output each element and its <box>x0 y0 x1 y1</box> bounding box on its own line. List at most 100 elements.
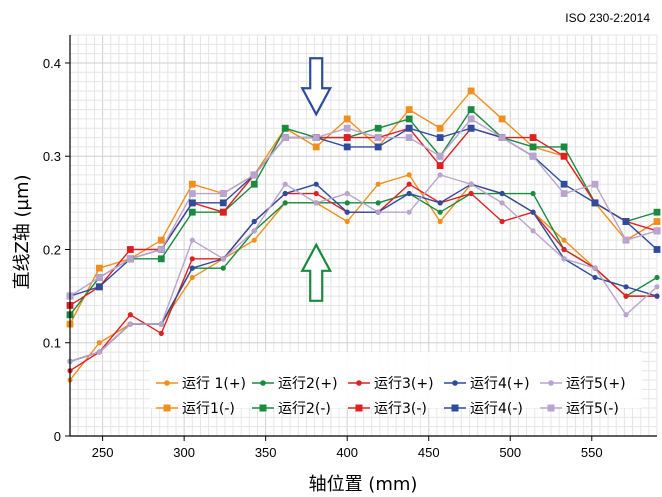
series-markers <box>66 87 661 383</box>
data-point <box>654 284 660 290</box>
data-point <box>157 255 165 263</box>
data-point <box>220 256 226 262</box>
data-point <box>653 218 661 225</box>
data-point <box>343 143 351 151</box>
x-tick-label: 450 <box>418 445 440 460</box>
data-point <box>374 124 382 132</box>
data-point <box>529 143 537 151</box>
data-point <box>157 246 165 253</box>
legend-marker <box>547 404 555 412</box>
data-point <box>219 190 227 197</box>
legend-marker <box>355 404 363 412</box>
data-point <box>406 181 412 187</box>
data-point <box>95 274 103 281</box>
data-point <box>529 134 537 141</box>
y-axis-title: 直线Z轴 (µm) <box>12 174 33 289</box>
legend-label: 运行5(-) <box>566 401 619 417</box>
data-point <box>653 246 661 253</box>
data-point <box>623 284 629 290</box>
data-point <box>622 236 630 244</box>
data-point <box>250 180 258 188</box>
x-tick-label: 250 <box>92 445 114 460</box>
data-point <box>499 200 505 206</box>
data-point <box>343 134 351 141</box>
legend-label: 运行3(+) <box>374 376 434 392</box>
data-point <box>344 190 350 197</box>
annotation-arrows <box>300 57 333 302</box>
legend-marker <box>259 404 267 412</box>
series-line <box>69 183 658 363</box>
data-point <box>436 124 444 132</box>
data-point <box>250 171 258 179</box>
y-tick-label: 0.1 <box>43 336 61 351</box>
legend: 运行 1(+) 运行2(+) 运行3(+) 运行4(+) 运行5(+) 运行1(-) 运行2… <box>150 352 642 417</box>
data-point <box>592 265 598 271</box>
data-point <box>95 264 103 272</box>
data-point <box>530 209 536 215</box>
x-tick-label: 500 <box>499 445 521 460</box>
data-point <box>281 134 289 141</box>
legend-label: 运行3(-) <box>374 401 427 417</box>
data-point <box>95 283 103 291</box>
data-point <box>406 172 412 178</box>
data-point <box>189 265 195 271</box>
data-point <box>127 312 133 318</box>
axes <box>65 35 657 441</box>
data-point <box>282 190 288 197</box>
legend-label: 运行 1(+) <box>182 376 246 392</box>
data-point <box>251 228 257 234</box>
y-tick-label: 0.3 <box>43 149 61 164</box>
legend-label: 运行5(+) <box>566 376 626 392</box>
data-point <box>188 199 196 207</box>
data-point <box>189 274 195 281</box>
data-point <box>467 115 475 123</box>
data-point <box>436 162 444 169</box>
data-point <box>530 190 536 197</box>
data-point <box>405 115 413 123</box>
data-point <box>158 321 164 327</box>
data-point <box>499 190 505 197</box>
series-line <box>69 127 658 297</box>
data-point <box>344 200 350 206</box>
data-point <box>653 227 661 235</box>
data-point <box>219 199 227 207</box>
x-axis-title: 轴位置 (mm) <box>309 474 418 495</box>
data-point <box>560 143 568 151</box>
data-point <box>437 209 443 215</box>
legend-label: 运行2(-) <box>278 401 331 417</box>
legend-marker <box>451 404 459 412</box>
data-point <box>437 200 443 206</box>
data-point <box>158 330 164 337</box>
data-point <box>126 255 134 263</box>
data-point <box>251 218 257 225</box>
series-lines <box>69 89 658 381</box>
data-point <box>437 218 443 225</box>
data-point <box>313 181 319 187</box>
y-tick-label: 0.2 <box>43 242 61 257</box>
arrow-up-icon <box>300 242 333 302</box>
data-point <box>654 293 660 299</box>
series-line <box>69 174 658 363</box>
data-point <box>189 237 195 243</box>
x-tick-label: 300 <box>173 445 195 460</box>
data-point <box>344 218 350 225</box>
data-point <box>560 190 568 197</box>
data-point <box>405 124 413 132</box>
data-point <box>188 190 196 197</box>
tick-labels: 250 300 350 400 450 500 550 0 0.1 0.2 0.3 0.4 <box>43 56 603 460</box>
standard-label: ISO 230-2:2014 <box>565 11 650 25</box>
x-tick-label: 550 <box>581 445 603 460</box>
data-point <box>375 200 381 206</box>
data-point <box>96 349 102 355</box>
arrow-down-icon <box>300 57 333 117</box>
x-tick-label: 400 <box>336 445 358 460</box>
data-point <box>623 293 629 299</box>
data-point <box>189 256 195 262</box>
data-point <box>406 209 412 215</box>
legend-marker <box>356 380 362 386</box>
data-point <box>653 208 661 216</box>
data-point <box>436 152 444 160</box>
data-point <box>188 208 196 216</box>
legend-label: 运行2(+) <box>278 376 338 392</box>
